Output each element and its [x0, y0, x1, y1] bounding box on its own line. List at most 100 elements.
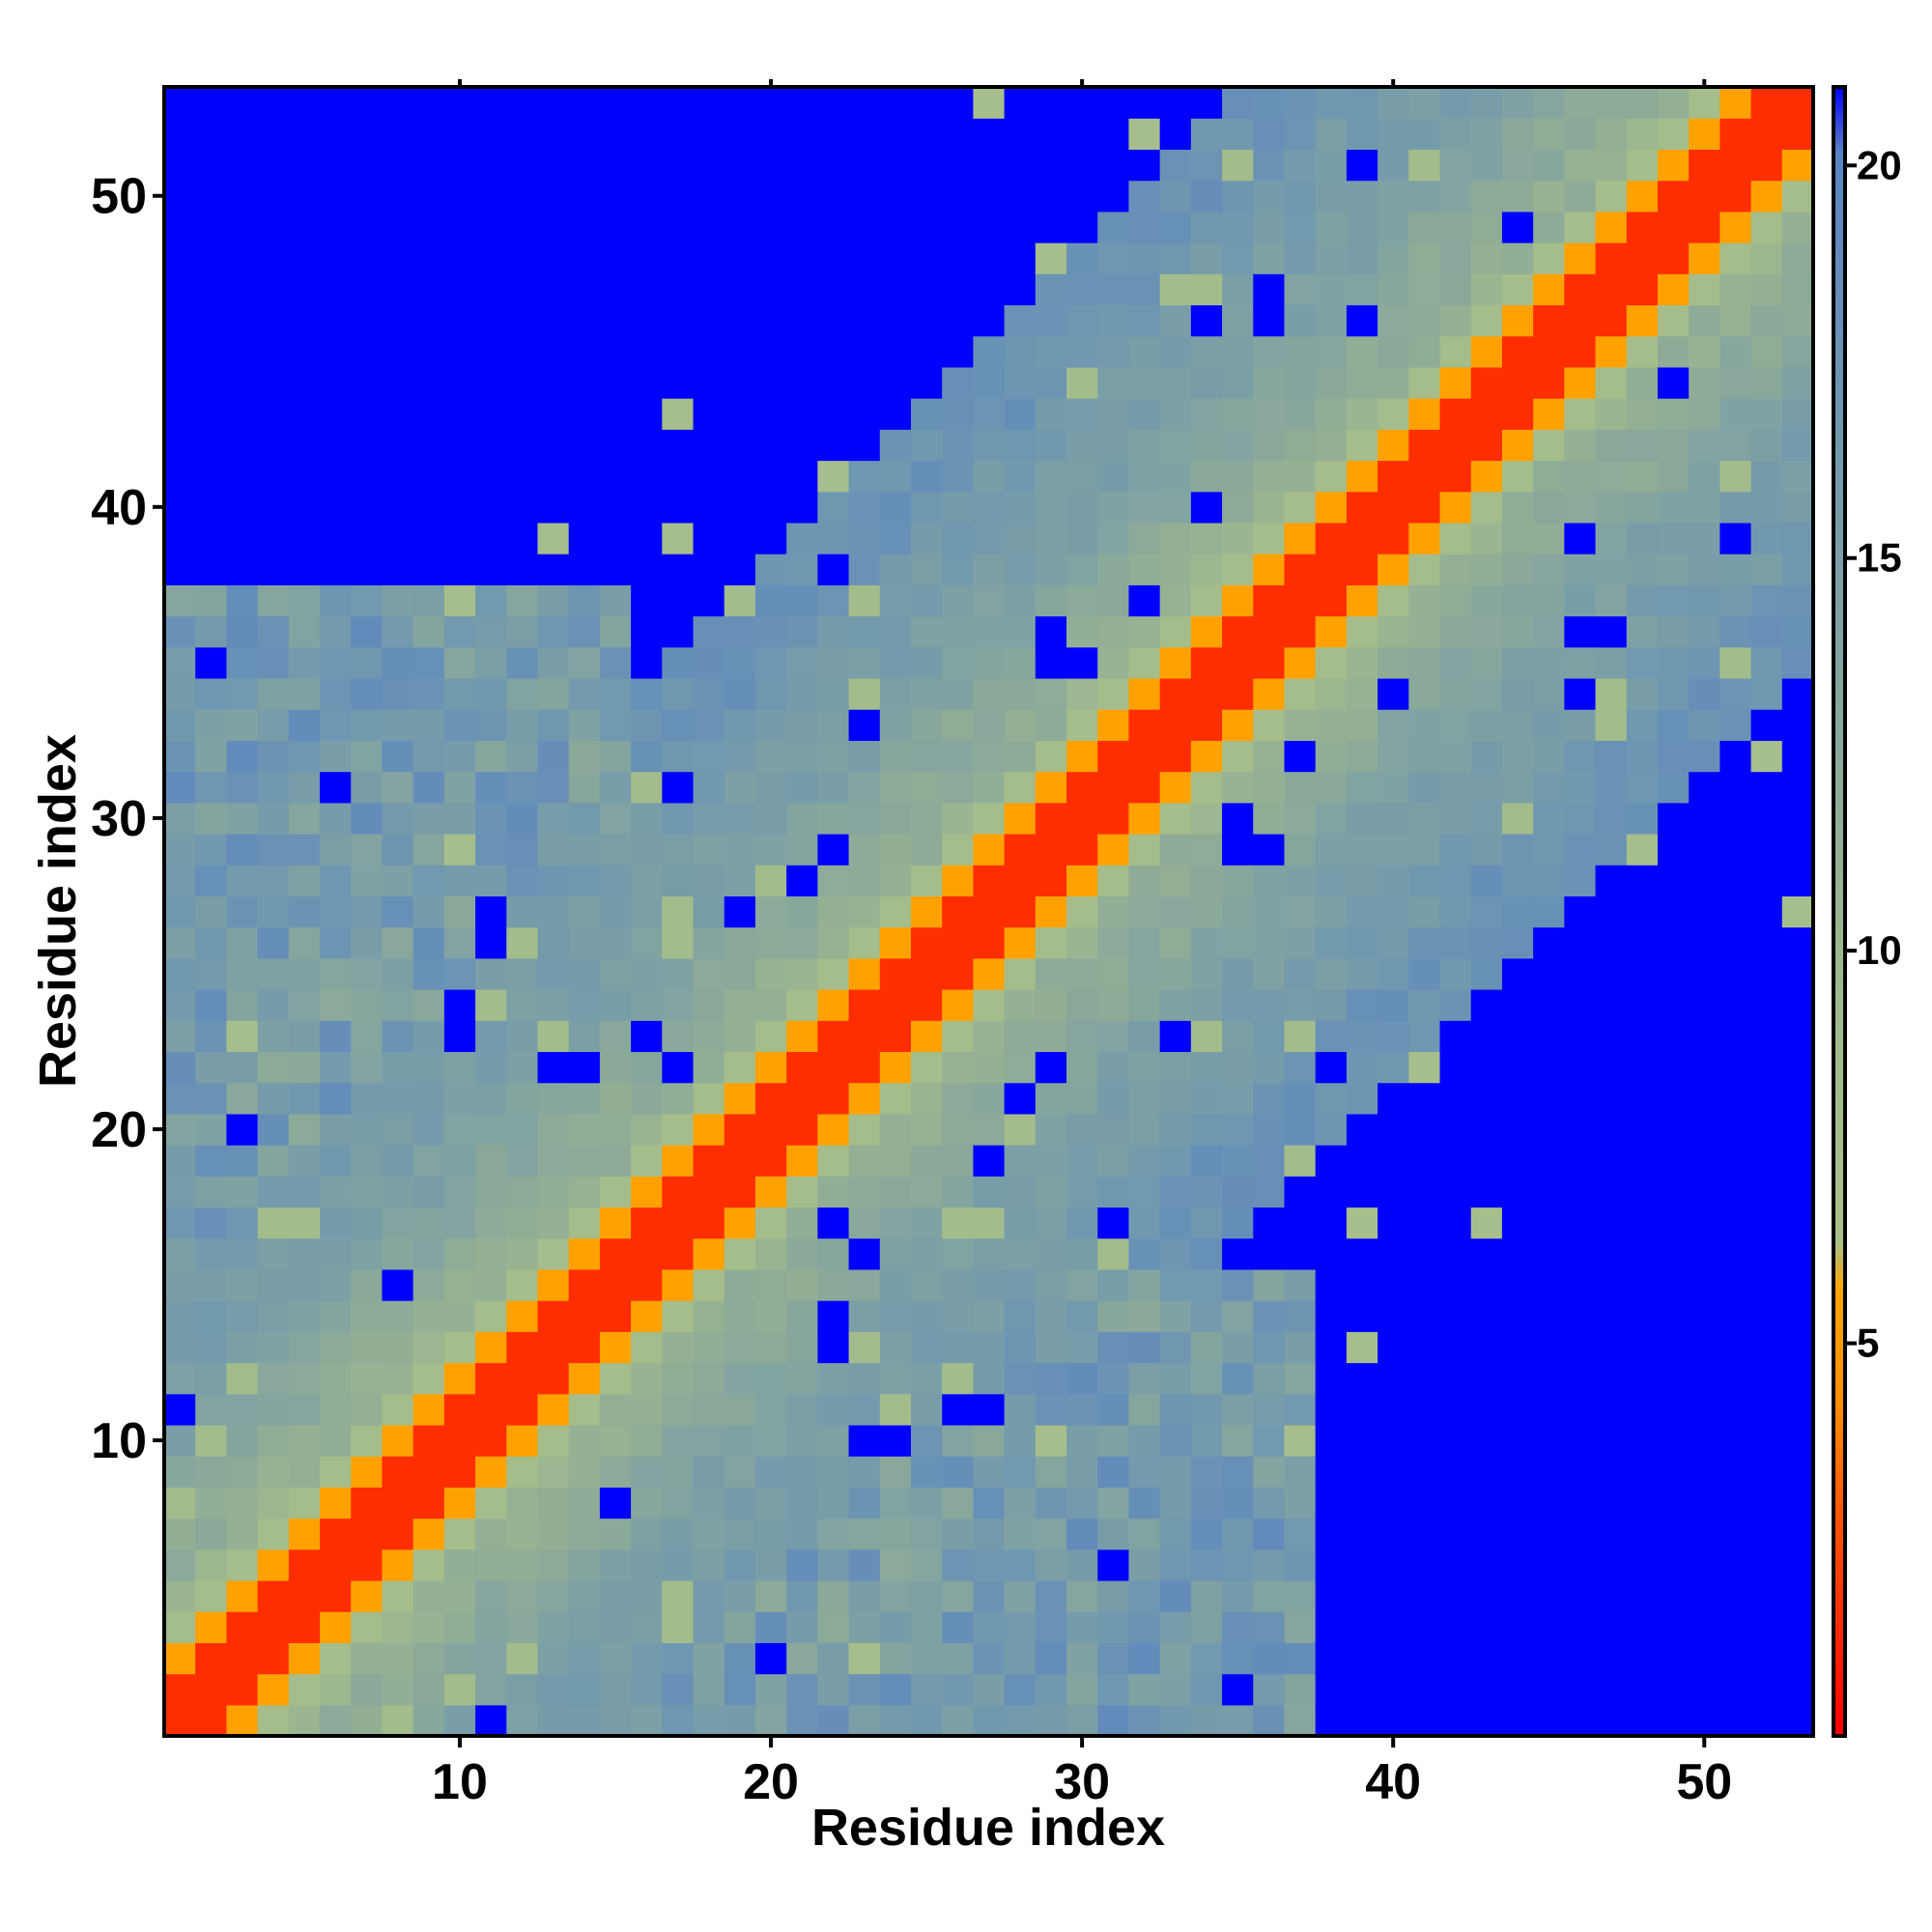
heatmap-cell: [1689, 87, 1720, 119]
heatmap-cell: [693, 1082, 725, 1115]
heatmap-cell: [1159, 149, 1192, 182]
heatmap-cell: [1378, 1020, 1409, 1053]
heatmap-cell: [1035, 1393, 1067, 1426]
heatmap-cell: [1190, 957, 1223, 990]
heatmap-cell: [1253, 366, 1286, 399]
heatmap-cell: [662, 1145, 695, 1177]
heatmap-cell: [1439, 740, 1472, 773]
heatmap-cell: [1470, 957, 1503, 990]
heatmap-cell: [973, 989, 1006, 1021]
heatmap-cell: [1501, 118, 1534, 151]
heatmap-cell: [1657, 1579, 1690, 1612]
heatmap-cell: [1253, 1113, 1286, 1146]
heatmap-cell: [1097, 1176, 1130, 1208]
heatmap-cell: [1066, 1456, 1098, 1488]
heatmap-cell: [1284, 1518, 1317, 1550]
heatmap-cell: [973, 1020, 1006, 1053]
heatmap-cell: [1533, 1176, 1565, 1208]
heatmap-cell: [164, 1362, 196, 1395]
heatmap-cell: [631, 335, 663, 368]
heatmap-cell: [1066, 242, 1098, 274]
heatmap-cell: [1035, 802, 1067, 835]
heatmap-cell: [1564, 1579, 1597, 1612]
heatmap-cell: [1719, 1207, 1752, 1239]
heatmap-cell: [724, 1393, 756, 1426]
heatmap-cell: [1159, 1176, 1192, 1208]
heatmap-cell: [1470, 1393, 1503, 1426]
heatmap-cell: [1222, 522, 1254, 554]
heatmap-cell: [1066, 1611, 1098, 1643]
heatmap-cell: [1346, 1548, 1378, 1581]
heatmap-cell: [910, 584, 943, 617]
heatmap-cell: [1315, 1548, 1348, 1581]
heatmap-cell: [599, 1051, 632, 1084]
heatmap-cell: [1533, 1456, 1565, 1488]
heatmap-cell: [320, 1424, 352, 1457]
heatmap-cell: [817, 833, 850, 866]
heatmap-cell: [351, 554, 384, 585]
heatmap-cell: [1253, 989, 1286, 1021]
heatmap-cell: [910, 1051, 943, 1084]
heatmap-cell: [1066, 211, 1098, 243]
heatmap-cell: [412, 429, 445, 462]
heatmap-cell: [257, 554, 290, 585]
heatmap-cell: [226, 460, 259, 493]
heatmap-cell: [1346, 584, 1378, 617]
heatmap-cell: [973, 1051, 1006, 1084]
heatmap-cell: [1284, 957, 1317, 990]
heatmap-cell: [537, 1020, 570, 1053]
heatmap-cell: [1408, 584, 1441, 617]
heatmap-cell: [1408, 118, 1441, 151]
heatmap-cell: [382, 865, 414, 896]
heatmap-cell: [537, 1393, 570, 1426]
heatmap-cell: [1284, 118, 1317, 151]
heatmap-cell: [537, 335, 570, 368]
heatmap-cell: [1719, 989, 1752, 1021]
heatmap-cell: [1564, 242, 1597, 274]
heatmap-cell: [848, 1611, 881, 1643]
heatmap-cell: [226, 677, 259, 710]
heatmap-cell: [1439, 1300, 1472, 1332]
heatmap-cell: [1253, 1424, 1286, 1457]
heatmap-cell: [1128, 957, 1161, 990]
heatmap-cell: [1408, 1362, 1441, 1395]
heatmap-cell: [693, 242, 725, 274]
heatmap-cell: [817, 865, 850, 896]
heatmap-cell: [412, 802, 445, 835]
heatmap-cell: [1595, 1237, 1628, 1270]
heatmap-cell: [1315, 1487, 1348, 1520]
heatmap-cell: [1439, 1176, 1472, 1208]
heatmap-cell: [1159, 709, 1192, 741]
heatmap-cell: [257, 1518, 290, 1550]
heatmap-cell: [506, 180, 539, 213]
heatmap-cell: [1595, 1393, 1628, 1426]
heatmap-cell: [817, 957, 850, 990]
heatmap-cell: [1315, 1113, 1348, 1146]
heatmap-cell: [1750, 242, 1783, 274]
heatmap-cell: [1284, 180, 1317, 213]
heatmap-cell: [475, 1300, 507, 1332]
heatmap-cell: [257, 895, 290, 928]
heatmap-cell: [1657, 1362, 1690, 1395]
heatmap-cell: [942, 1548, 974, 1581]
heatmap-cell: [1501, 242, 1534, 274]
heatmap-cell: [1657, 1051, 1690, 1084]
heatmap-cell: [195, 242, 228, 274]
heatmap-cell: [1066, 1331, 1098, 1364]
heatmap-cell: [879, 1548, 912, 1581]
heatmap-cell: [973, 1300, 1006, 1332]
heatmap-cell: [1750, 802, 1783, 835]
heatmap-cell: [817, 1456, 850, 1488]
heatmap-cell: [1190, 926, 1223, 959]
heatmap-cell: [226, 554, 259, 585]
heatmap-cell: [1004, 1051, 1037, 1084]
heatmap-cell: [1781, 709, 1814, 741]
heatmap-cell: [942, 1487, 974, 1520]
heatmap-cell: [1315, 1268, 1348, 1301]
heatmap-cell: [1284, 740, 1317, 773]
heatmap-cell: [1564, 398, 1597, 430]
heatmap-cell: [662, 1579, 695, 1612]
heatmap-cell: [786, 211, 818, 243]
heatmap-cell: [1501, 1579, 1534, 1612]
heatmap-cell: [1657, 1673, 1690, 1706]
